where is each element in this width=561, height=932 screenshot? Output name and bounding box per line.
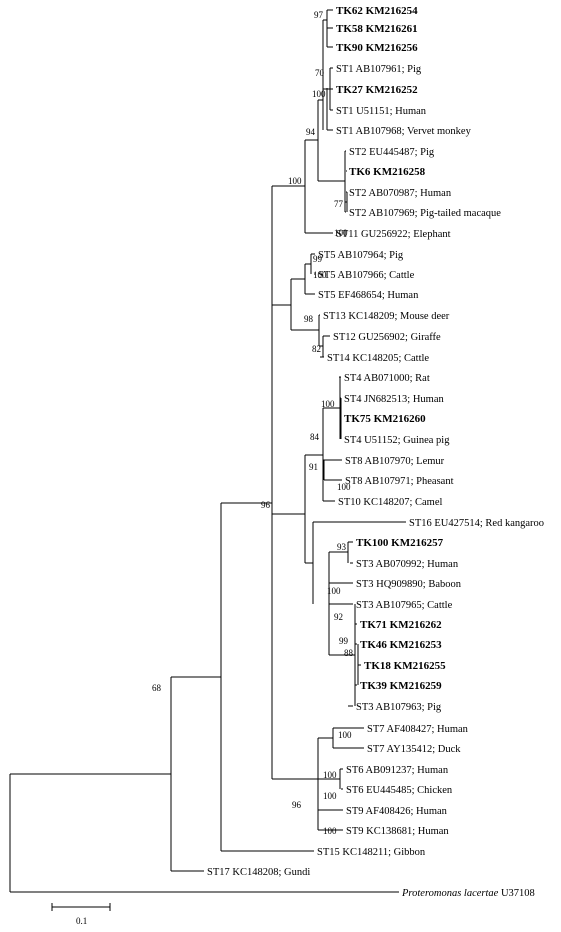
taxon-label: TK100 KM216257 bbox=[356, 537, 444, 549]
taxon-label: TK39 KM216259 bbox=[360, 680, 442, 692]
taxon-label: ST5 AB107966; Cattle bbox=[318, 270, 415, 281]
taxon-label: ST3 AB107965; Cattle bbox=[356, 600, 453, 611]
bootstrap-value: 94 bbox=[306, 127, 316, 137]
bootstrap-value: 100 bbox=[313, 270, 327, 280]
bootstrap-values: 97 70 100 94 100 77 100 99 100 98 82 100 84 100 91 96 93… bbox=[152, 10, 354, 836]
taxon-label: Proteromonas lacertae U37108 bbox=[401, 888, 535, 899]
taxon-label: ST11 GU256922; Elephant bbox=[336, 229, 451, 240]
taxon-label: ST14 KC148205; Cattle bbox=[327, 353, 429, 364]
taxon-label: ST2 AB070987; Human bbox=[349, 188, 452, 199]
bootstrap-value: 100 bbox=[338, 730, 352, 740]
taxon-label: ST3 AB070992; Human bbox=[356, 559, 459, 570]
bootstrap-value: 91 bbox=[309, 462, 318, 472]
taxon-label: ST6 AB091237; Human bbox=[346, 765, 449, 776]
taxon-label: ST4 JN682513; Human bbox=[344, 394, 445, 405]
scale-bar: 0.1 bbox=[51, 903, 111, 926]
tree-branches bbox=[9, 9, 406, 893]
taxon-label: ST10 KC148207; Camel bbox=[338, 497, 442, 508]
bootstrap-value: 100 bbox=[288, 176, 302, 186]
taxon-label: ST3 HQ909890; Baboon bbox=[356, 579, 462, 590]
bootstrap-value: 93 bbox=[337, 542, 347, 552]
bootstrap-value: 100 bbox=[323, 826, 337, 836]
taxon-label: ST16 EU427514; Red kangaroo bbox=[409, 518, 544, 529]
bootstrap-value: 84 bbox=[310, 432, 320, 442]
taxon-label: ST4 AB071000; Rat bbox=[344, 373, 430, 384]
taxon-labels: TK62 KM216254 TK58 KM216261 TK90 KM216256 S… bbox=[207, 5, 544, 899]
bootstrap-value: 88 bbox=[344, 648, 354, 658]
taxon-label: ST17 KC148208; Gundi bbox=[207, 867, 310, 878]
taxon-label: TK71 KM216262 bbox=[360, 619, 442, 631]
bootstrap-value: 96 bbox=[292, 800, 302, 810]
taxon-label: ST5 AB107964; Pig bbox=[318, 250, 404, 261]
bootstrap-value: 99 bbox=[339, 636, 349, 646]
taxon-label: TK58 KM216261 bbox=[336, 23, 418, 35]
bootstrap-value: 100 bbox=[321, 399, 335, 409]
taxon-label: ST13 KC148209; Mouse deer bbox=[323, 311, 450, 322]
taxon-label: ST8 AB107970; Lemur bbox=[345, 456, 445, 467]
scale-bar-label: 0.1 bbox=[76, 916, 87, 926]
bootstrap-value: 100 bbox=[337, 482, 351, 492]
bootstrap-value: 99 bbox=[313, 254, 323, 264]
taxon-label: ST2 AB107969; Pig-tailed macaque bbox=[349, 208, 501, 219]
taxon-label: TK46 KM216253 bbox=[360, 639, 442, 651]
bootstrap-value: 100 bbox=[312, 89, 326, 99]
taxon-label: ST2 EU445487; Pig bbox=[349, 147, 435, 158]
taxon-label: ST1 AB107961; Pig bbox=[336, 64, 422, 75]
taxon-label: TK6 KM216258 bbox=[349, 166, 426, 178]
taxon-label: TK75 KM216260 bbox=[344, 413, 426, 425]
bootstrap-value: 77 bbox=[334, 199, 344, 209]
taxon-label: ST12 GU256902; Giraffe bbox=[333, 332, 441, 343]
taxon-label: ST1 U51151; Human bbox=[336, 106, 427, 117]
taxon-label: ST8 AB107971; Pheasant bbox=[345, 476, 454, 487]
taxon-label: ST6 EU445485; Chicken bbox=[346, 785, 453, 796]
taxon-label: ST7 AF408427; Human bbox=[367, 724, 469, 735]
taxon-label: ST15 KC148211; Gibbon bbox=[317, 847, 426, 858]
bootstrap-value: 92 bbox=[334, 612, 343, 622]
bootstrap-value: 98 bbox=[304, 314, 314, 324]
bootstrap-value: 97 bbox=[314, 10, 324, 20]
bootstrap-value: 100 bbox=[327, 586, 341, 596]
bootstrap-value: 100 bbox=[323, 770, 337, 780]
bootstrap-value: 82 bbox=[312, 344, 321, 354]
taxon-label: ST3 AB107963; Pig bbox=[356, 702, 442, 713]
taxon-label: TK27 KM216252 bbox=[336, 84, 418, 96]
bootstrap-value: 100 bbox=[323, 791, 337, 801]
taxon-label: ST9 KC138681; Human bbox=[346, 826, 449, 837]
taxon-label: TK62 KM216254 bbox=[336, 5, 418, 17]
taxon-label: ST9 AF408426; Human bbox=[346, 806, 448, 817]
taxon-label: ST4 U51152; Guinea pig bbox=[344, 435, 450, 446]
taxon-label: ST1 AB107968; Vervet monkey bbox=[336, 126, 472, 137]
bootstrap-value: 100 bbox=[334, 228, 348, 238]
bootstrap-value: 96 bbox=[261, 500, 271, 510]
bootstrap-value: 70 bbox=[315, 68, 325, 78]
taxon-label: ST7 AY135412; Duck bbox=[367, 744, 461, 755]
taxon-label: ST5 EF468654; Human bbox=[318, 290, 419, 301]
taxon-label: TK18 KM216255 bbox=[364, 660, 446, 672]
taxon-label: TK90 KM216256 bbox=[336, 42, 418, 54]
bootstrap-value: 68 bbox=[152, 683, 162, 693]
